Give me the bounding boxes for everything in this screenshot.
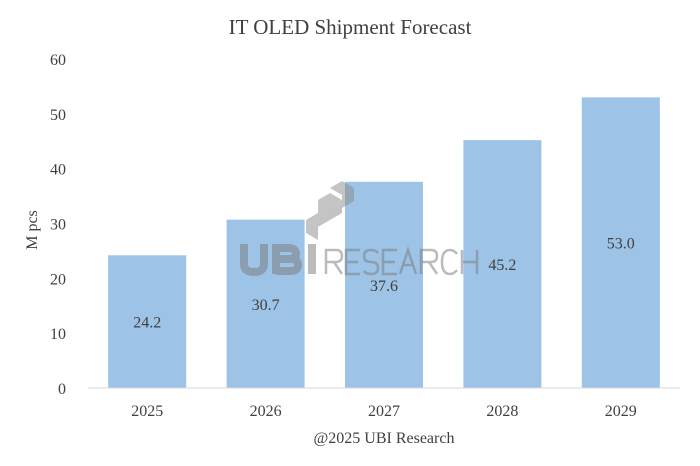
chart-title: IT OLED Shipment Forecast — [229, 15, 472, 39]
bar-2025 — [108, 255, 187, 388]
watermark-logo — [240, 181, 479, 277]
bar-2027 — [345, 181, 423, 388]
y-tick-label: 60 — [50, 52, 66, 69]
y-tick-label: 10 — [50, 326, 66, 343]
data-label: 53.0 — [607, 236, 635, 253]
y-axis-label: M pcs — [24, 210, 41, 250]
x-tick-label: 2025 — [131, 403, 163, 420]
data-label: 37.6 — [370, 278, 398, 295]
x-tick-label: 2028 — [486, 403, 518, 420]
data-label: 24.2 — [133, 315, 161, 332]
y-tick-label: 30 — [50, 217, 66, 234]
y-tick-label: 20 — [50, 271, 66, 288]
data-label: 30.7 — [252, 297, 280, 314]
x-tick-label: 2026 — [250, 403, 282, 420]
data-label: 45.2 — [488, 257, 516, 274]
bar-2029 — [581, 97, 660, 388]
y-tick-label: 0 — [58, 381, 66, 398]
x-axis-label: @2025 UBI Research — [314, 430, 455, 447]
x-tick-label: 2029 — [605, 403, 637, 420]
y-tick-label: 50 — [50, 107, 66, 124]
y-tick-label: 40 — [50, 162, 66, 179]
x-tick-label: 2027 — [368, 403, 400, 420]
